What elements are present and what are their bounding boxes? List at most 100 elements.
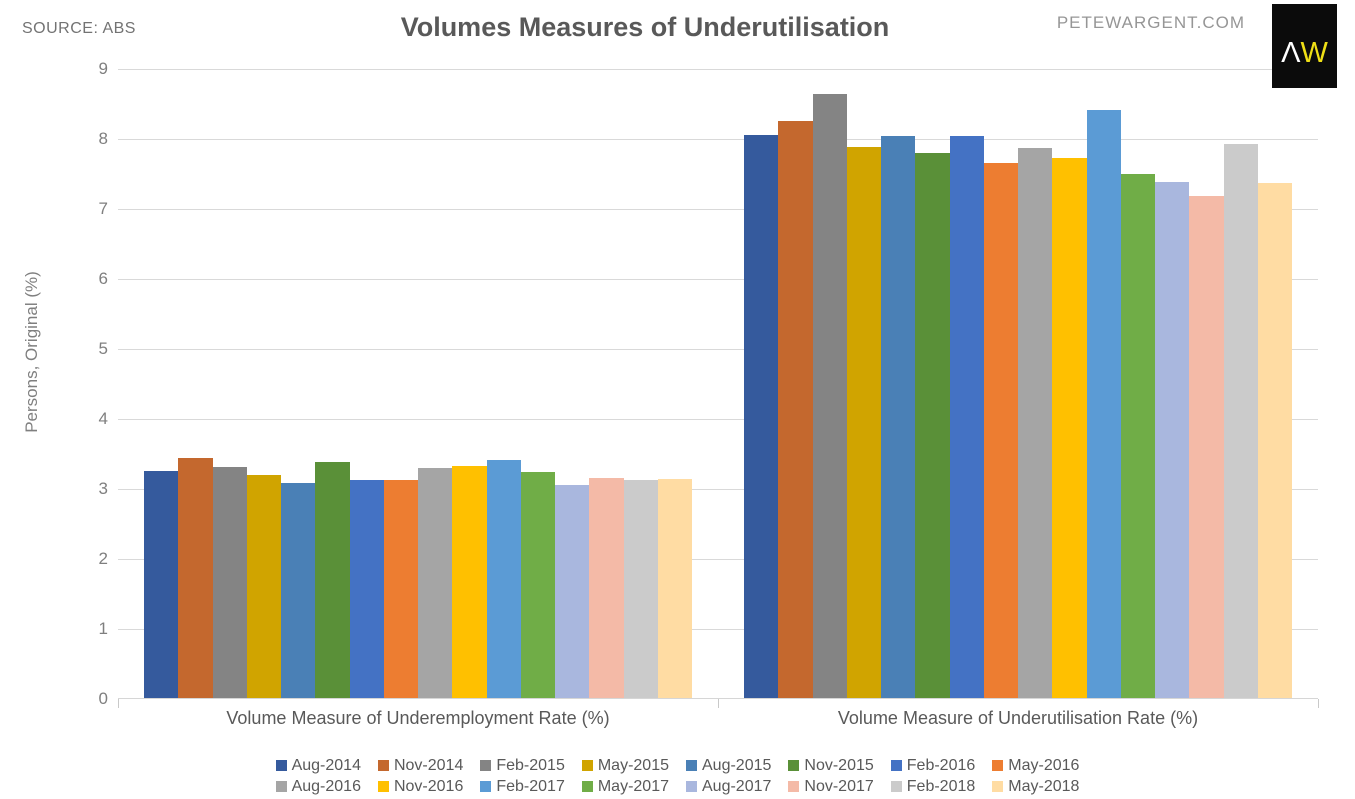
bar-may-2018-underutilisation <box>1257 182 1292 698</box>
legend-label: Nov-2015 <box>804 756 874 774</box>
legend-item-nov-2017: Nov-2017 <box>788 777 874 796</box>
gridline <box>118 559 1318 560</box>
category-label-underemployment: Volume Measure of Underemployment Rate (… <box>226 708 610 728</box>
legend-item-aug-2015: Aug-2015 <box>686 757 771 775</box>
y-tick-label: 4 <box>98 409 108 428</box>
legend-swatch-icon <box>377 760 389 771</box>
bar-aug-2014-underutilisation <box>744 135 779 698</box>
legend-swatch-icon <box>992 781 1004 792</box>
category-axis-tick <box>1318 699 1319 708</box>
legend-row: Aug-2016 Nov-2016 Feb-2017 May-2017 Aug-2017… <box>0 776 1355 797</box>
bar-aug-2017-underemployment <box>555 484 590 698</box>
y-tick-label: 9 <box>98 59 108 78</box>
y-tick-label: 3 <box>98 479 108 498</box>
bar-may-2016-underutilisation <box>983 163 1018 698</box>
bar-may-2017-underemployment <box>520 471 555 698</box>
legend-label: May-2015 <box>597 756 669 774</box>
legend-label: Aug-2017 <box>702 777 772 795</box>
legend-swatch-icon <box>581 760 593 771</box>
bar-may-2015-underemployment <box>246 474 281 698</box>
bar-may-2016-underemployment <box>383 480 418 698</box>
gridline <box>118 279 1318 280</box>
legend-row: Aug-2014 Nov-2014 Feb-2015 May-2015 Aug-2015… <box>0 755 1355 776</box>
bar-aug-2014-underemployment <box>144 471 179 698</box>
y-tick-label: 6 <box>98 269 108 288</box>
legend-label: Aug-2016 <box>291 777 361 795</box>
bar-nov-2015-underemployment <box>315 462 350 698</box>
bar-feb-2016-underemployment <box>349 480 384 698</box>
legend-swatch-icon <box>890 760 902 771</box>
legend-swatch-icon <box>890 781 902 792</box>
legend-label: May-2016 <box>1008 756 1080 774</box>
legend-item-may-2017: May-2017 <box>581 777 669 796</box>
legend-swatch-icon <box>480 760 492 771</box>
legend-swatch-icon <box>480 781 492 792</box>
bar-nov-2017-underemployment <box>589 478 624 698</box>
category-axis-tick <box>118 699 119 708</box>
legend-item-feb-2017: Feb-2017 <box>480 778 565 796</box>
y-tick-label: 7 <box>98 199 108 218</box>
bar-aug-2016-underemployment <box>418 468 453 698</box>
legend-swatch-icon <box>788 760 800 771</box>
legend-item-feb-2015: Feb-2015 <box>480 757 565 775</box>
site-label: PETEWARGENT.COM <box>1056 13 1245 32</box>
bar-feb-2015-underutilisation <box>812 93 847 698</box>
legend-label: May-2018 <box>1008 777 1080 795</box>
legend-swatch-icon <box>581 781 593 792</box>
y-tick-label: 8 <box>98 129 108 148</box>
bar-feb-2017-underemployment <box>486 460 521 698</box>
legend-label: Aug-2014 <box>291 756 361 774</box>
legend-item-nov-2014: Nov-2014 <box>377 756 464 775</box>
bar-may-2017-underutilisation <box>1120 173 1155 698</box>
bar-aug-2017-underutilisation <box>1155 182 1190 698</box>
bar-aug-2015-underutilisation <box>881 135 916 698</box>
bar-aug-2015-underemployment <box>281 483 316 698</box>
gridline <box>118 209 1318 210</box>
legend-label: Feb-2018 <box>906 777 976 795</box>
legend-swatch-icon <box>686 781 697 792</box>
bar-feb-2017-underutilisation <box>1086 110 1121 698</box>
legend-label: Nov-2014 <box>393 756 464 774</box>
legend-label: Nov-2017 <box>804 777 874 795</box>
y-tick-label: 5 <box>98 339 108 358</box>
y-tick-label: 2 <box>98 549 108 568</box>
category-axis: Volume Measure of Underemployment Rate (… <box>118 708 1318 729</box>
legend-label: May-2017 <box>597 777 669 795</box>
legend-label: Aug-2015 <box>702 756 772 774</box>
legend-label: Nov-2016 <box>393 777 464 795</box>
plot-area: 0 1 2 3 4 5 6 7 8 9 <box>99 59 1319 708</box>
legend-item-nov-2015: Nov-2015 <box>788 756 874 775</box>
gridline <box>118 349 1318 350</box>
legend-swatch-icon <box>275 760 287 771</box>
gridline <box>118 629 1318 630</box>
bar-nov-2014-underutilisation <box>778 121 813 698</box>
legend-label: Feb-2015 <box>496 756 565 774</box>
gridline <box>118 419 1318 420</box>
legend-item-may-2015: May-2015 <box>581 756 669 775</box>
bar-nov-2017-underutilisation <box>1189 196 1224 698</box>
gridline <box>118 139 1318 140</box>
y-tick-label: 0 <box>98 689 108 708</box>
bar-nov-2014-underemployment <box>178 457 213 698</box>
bar-may-2015-underutilisation <box>846 147 881 698</box>
legend-swatch-icon <box>992 760 1004 771</box>
bar-may-2018-underemployment <box>657 478 692 698</box>
bar-nov-2015-underutilisation <box>915 152 950 698</box>
legend-item-aug-2016: Aug-2016 <box>275 777 361 796</box>
legend-swatch-icon <box>788 781 800 792</box>
legend-item-feb-2018: Feb-2018 <box>890 777 976 796</box>
gridline <box>118 489 1318 490</box>
bar-feb-2018-underemployment <box>623 480 658 698</box>
legend-label: Feb-2017 <box>496 777 565 795</box>
category-axis-tick <box>718 699 719 708</box>
gridline <box>118 69 1318 70</box>
legend-item-aug-2017: Aug-2017 <box>686 778 771 796</box>
category-label-underutilisation: Volume Measure of Underutilisation Rate … <box>837 708 1199 728</box>
bar-nov-2016-underutilisation <box>1052 158 1087 698</box>
legend-swatch-icon <box>275 781 287 792</box>
legend-item-may-2018: May-2018 <box>992 778 1079 796</box>
legend-label: Feb-2016 <box>906 756 976 774</box>
bar-aug-2016-underutilisation <box>1018 147 1053 698</box>
